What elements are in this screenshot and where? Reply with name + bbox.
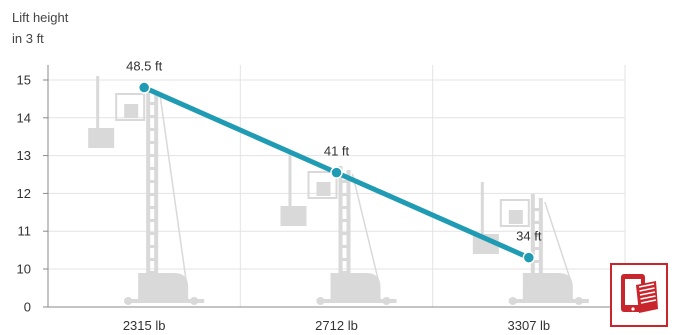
y-tick-label: 11 [18, 224, 32, 239]
data-label: 48.5 ft [126, 59, 163, 74]
y-tick-label: 0 [24, 300, 31, 315]
y-tick-label: 15 [17, 73, 31, 88]
forklift-illustration [88, 76, 205, 305]
x-tick-label: 3307 lb [508, 318, 551, 333]
y-tick-label: 10 [17, 262, 31, 277]
tablet-document-icon [621, 274, 658, 313]
x-tick-label: 2712 lb [315, 318, 358, 333]
y-tick-label: 12 [17, 186, 31, 201]
data-point [522, 251, 536, 264]
y-axis-label-line-2: in 3 ft [12, 31, 44, 46]
data-point [137, 81, 151, 94]
y-tick-label: 14 [17, 110, 31, 125]
forklift-illustration [280, 154, 397, 305]
forklift-illustration [472, 182, 589, 305]
y-tick-label: 13 [17, 148, 31, 163]
data-label: 41 ft [324, 144, 350, 159]
data-point [330, 166, 343, 179]
brochure-badge[interactable] [610, 263, 668, 327]
x-tick-label: 2315 lb [123, 318, 166, 333]
y-axis-label-line-1: Lift height [12, 10, 69, 25]
data-label: 34 ft [516, 229, 542, 244]
